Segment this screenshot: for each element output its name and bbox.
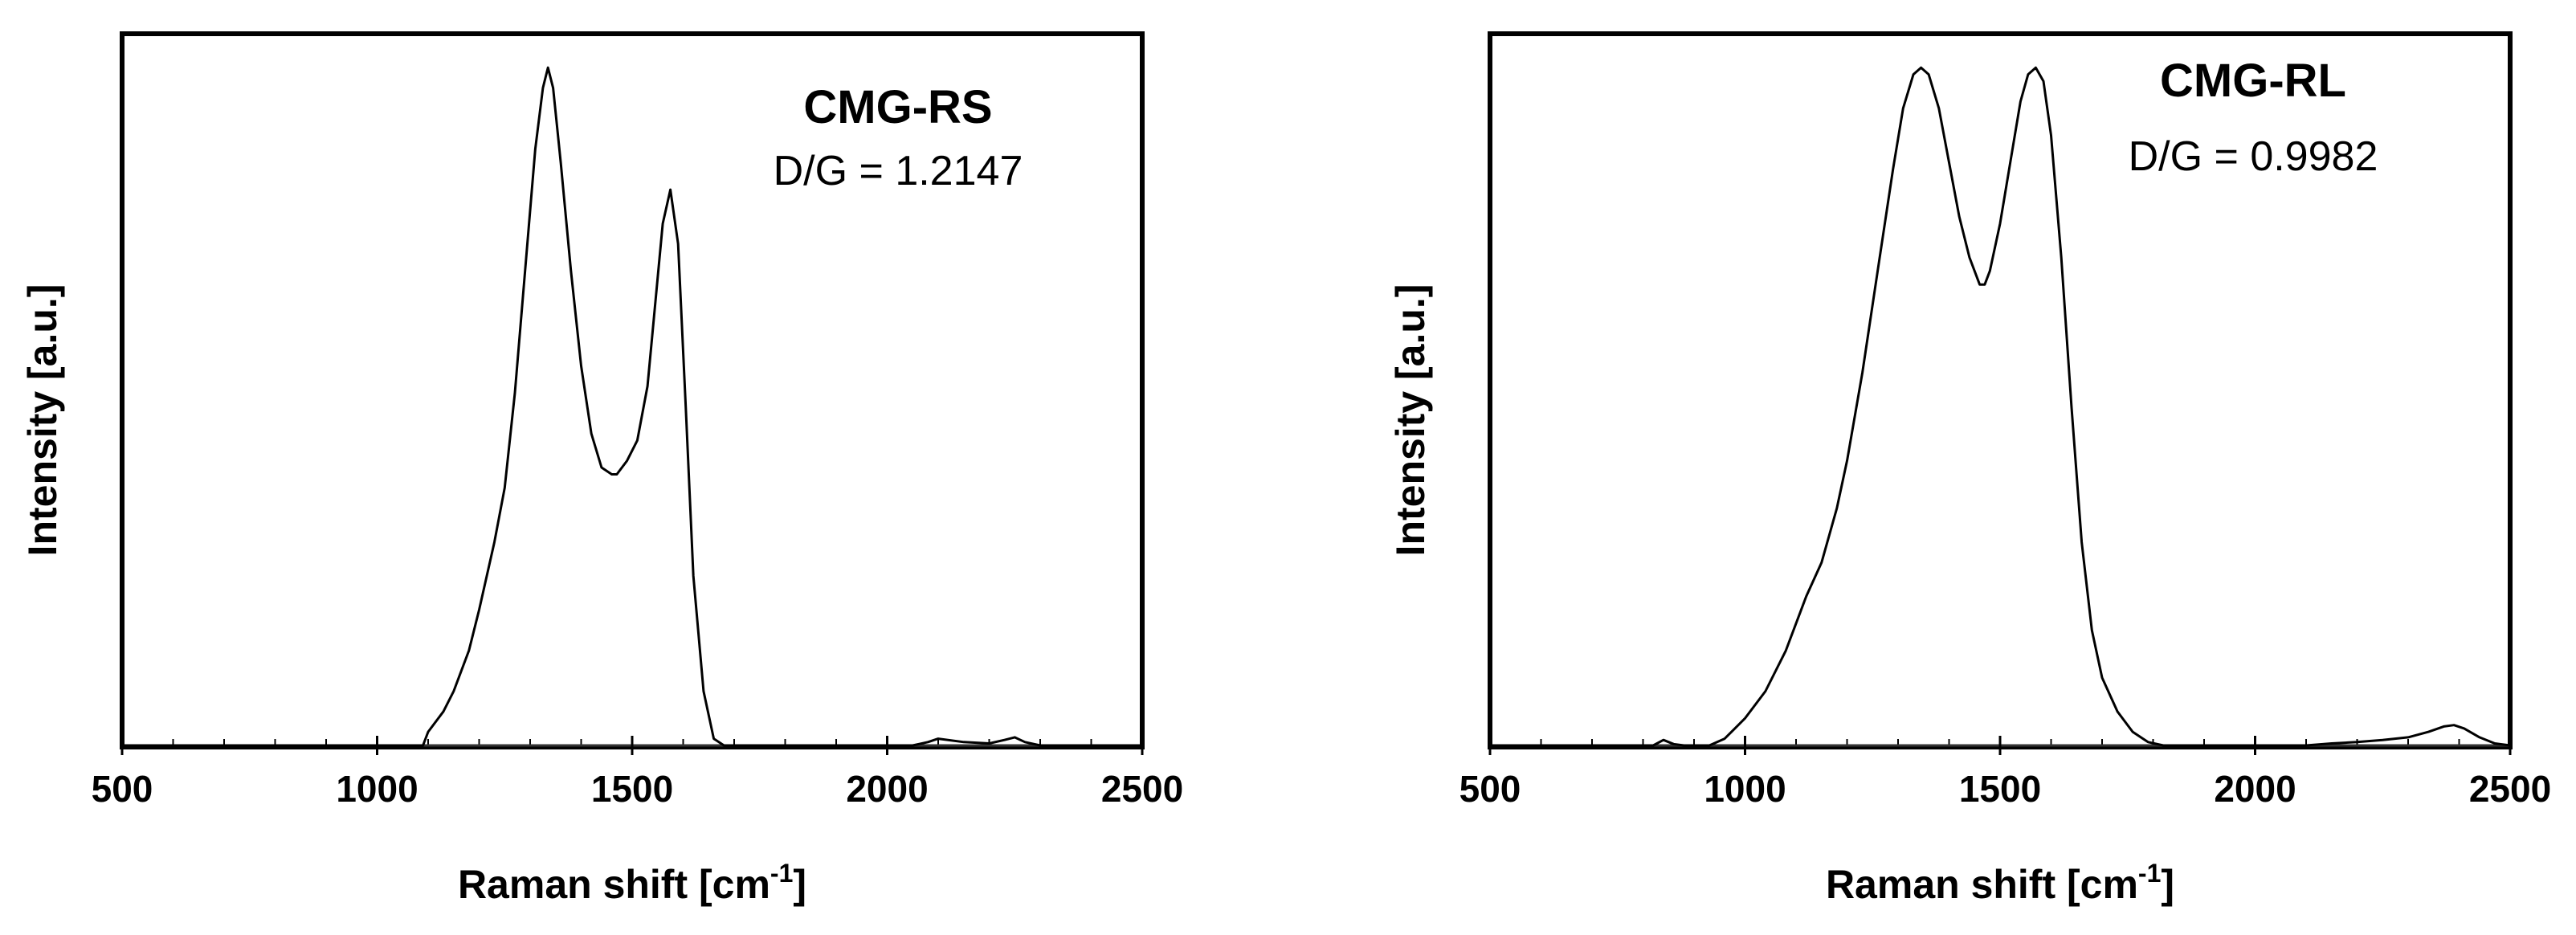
x-axis-label-sup-cmg-rs: -1 bbox=[770, 859, 793, 888]
ratio-annotation-cmg-rl: D/G = 0.9982 bbox=[2129, 133, 2378, 180]
x-axis-label-end-cmg-rl: ] bbox=[2161, 862, 2174, 907]
x-tick-label-cmg-rs-500: 500 bbox=[92, 768, 153, 810]
spectrum-line-cmg-rs bbox=[122, 66, 1142, 747]
x-axis-label-cmg-rs: Raman shift [cm-1] bbox=[458, 859, 806, 907]
x-axis-label-cmg-rl: Raman shift [cm-1] bbox=[1826, 859, 2174, 907]
x-tick-label-cmg-rs-1500: 1500 bbox=[591, 768, 673, 810]
sample-title-cmg-rs: CMG-RS bbox=[803, 81, 992, 133]
x-tick-label-cmg-rs-1000: 1000 bbox=[336, 768, 418, 810]
x-tick-label-cmg-rl-1500: 1500 bbox=[1959, 768, 2041, 810]
x-tick-label-cmg-rs-2000: 2000 bbox=[846, 768, 928, 810]
chart-panel-cmg-rl: 500 1000 1500 2000 2500 CMG-RL D/G = 0.9… bbox=[1388, 31, 2551, 907]
x-axis-label-main-cmg-rs: Raman shift [cm bbox=[458, 862, 770, 907]
spectrum-line-cmg-rl bbox=[1490, 66, 2511, 747]
y-axis-label-cmg-rs: Intensity [a.u.] bbox=[20, 284, 65, 557]
ratio-annotation-cmg-rs: D/G = 1.2147 bbox=[774, 148, 1023, 194]
x-tick-label-cmg-rl-500: 500 bbox=[1459, 768, 1521, 810]
x-axis-label-end-cmg-rs: ] bbox=[793, 862, 806, 907]
chart-panel-cmg-rs: 500 1000 1500 2000 2500 CMG-RS D/G = 1.2… bbox=[20, 31, 1183, 907]
plot-frame-cmg-rs bbox=[120, 31, 1145, 749]
x-axis-label-main-cmg-rl: Raman shift [cm bbox=[1826, 862, 2138, 907]
x-tick-label-cmg-rs-2500: 2500 bbox=[1101, 768, 1183, 810]
sample-title-cmg-rl: CMG-RL bbox=[2160, 55, 2346, 107]
x-axis-label-sup-cmg-rl: -1 bbox=[2138, 859, 2161, 888]
y-axis-label-cmg-rl: Intensity [a.u.] bbox=[1388, 284, 1433, 557]
x-tick-label-cmg-rl-2000: 2000 bbox=[2214, 768, 2296, 810]
x-tick-label-cmg-rl-2500: 2500 bbox=[2469, 768, 2551, 810]
x-tick-label-cmg-rl-1000: 1000 bbox=[1704, 768, 1786, 810]
